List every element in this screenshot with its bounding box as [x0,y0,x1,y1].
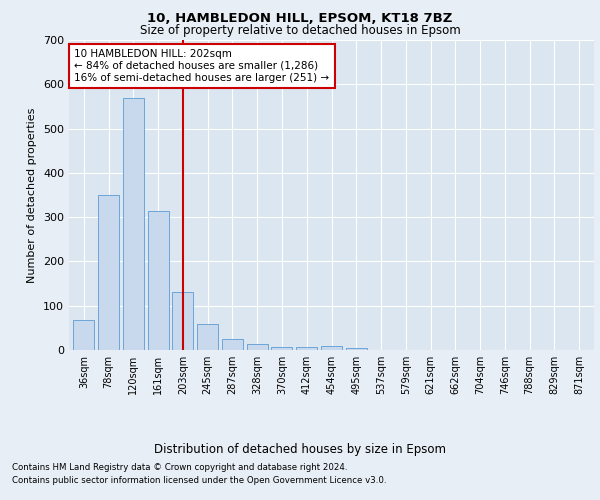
Bar [296,347,317,350]
Bar [172,292,193,350]
Text: Distribution of detached houses by size in Epsom: Distribution of detached houses by size … [154,442,446,456]
Text: 10, HAMBLEDON HILL, EPSOM, KT18 7BZ: 10, HAMBLEDON HILL, EPSOM, KT18 7BZ [148,12,452,26]
Bar [98,195,119,350]
Bar [73,320,94,350]
Bar [346,348,367,350]
Bar [148,210,169,350]
Bar [321,346,342,350]
Y-axis label: Number of detached properties: Number of detached properties [28,108,37,282]
Bar [222,339,243,350]
Text: Contains HM Land Registry data © Crown copyright and database right 2024.: Contains HM Land Registry data © Crown c… [12,464,347,472]
Text: 10 HAMBLEDON HILL: 202sqm
← 84% of detached houses are smaller (1,286)
16% of se: 10 HAMBLEDON HILL: 202sqm ← 84% of detac… [74,50,329,82]
Bar [197,324,218,350]
Bar [271,347,292,350]
Bar [247,344,268,350]
Text: Contains public sector information licensed under the Open Government Licence v3: Contains public sector information licen… [12,476,386,485]
Bar [123,98,144,350]
Text: Size of property relative to detached houses in Epsom: Size of property relative to detached ho… [140,24,460,37]
